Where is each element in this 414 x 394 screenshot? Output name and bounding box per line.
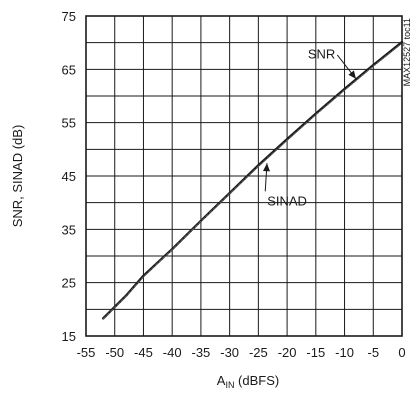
y-tick-labels: 15 25 35 45 55 65 75 [62, 9, 76, 344]
annotation-sinad: SINAD [267, 193, 307, 208]
y-tick-label: 65 [62, 62, 76, 77]
y-tick-label: 45 [62, 169, 76, 184]
series-line-sinad [102, 42, 403, 320]
series-line-snr [101, 40, 404, 320]
arrowhead-sinad [263, 163, 270, 172]
x-tick-label: -15 [306, 345, 325, 360]
x-axis-label-main: A [217, 373, 226, 388]
annotation-snr: SNR [308, 47, 335, 62]
x-tick-label: -30 [220, 345, 239, 360]
x-tick-label: 0 [398, 345, 405, 360]
y-tick-label: 35 [62, 222, 76, 237]
x-axis-label-subscript: IN [225, 380, 234, 390]
y-tick-label: 15 [62, 329, 76, 344]
x-tick-label: -40 [163, 345, 182, 360]
x-axis-label: AIN (dBFS) [217, 373, 279, 390]
annotations: SNR SINAD [263, 47, 357, 208]
x-tick-label: -55 [77, 345, 96, 360]
x-tick-label: -35 [192, 345, 211, 360]
y-tick-label: 25 [62, 276, 76, 291]
y-tick-label: 55 [62, 116, 76, 131]
x-tick-label: -5 [367, 345, 379, 360]
figure-code: MAX12527 toc11 [402, 18, 412, 86]
y-tick-label: 75 [62, 9, 76, 24]
plot-frame [85, 15, 403, 337]
x-tick-label: -45 [134, 345, 153, 360]
x-tick-label: -50 [105, 345, 124, 360]
y-axis-label: SNR, SINAD (dB) [10, 125, 25, 228]
x-tick-label: -25 [249, 345, 268, 360]
x-axis-label-units: (dBFS) [234, 373, 279, 388]
x-tick-label: -10 [335, 345, 354, 360]
series-lines [101, 40, 404, 320]
arrowhead-snr [348, 70, 356, 79]
x-tick-labels: -55 -50 -45 -40 -35 -30 -25 -20 -15 -10 -5 0 [77, 345, 406, 360]
x-tick-label: -20 [278, 345, 297, 360]
